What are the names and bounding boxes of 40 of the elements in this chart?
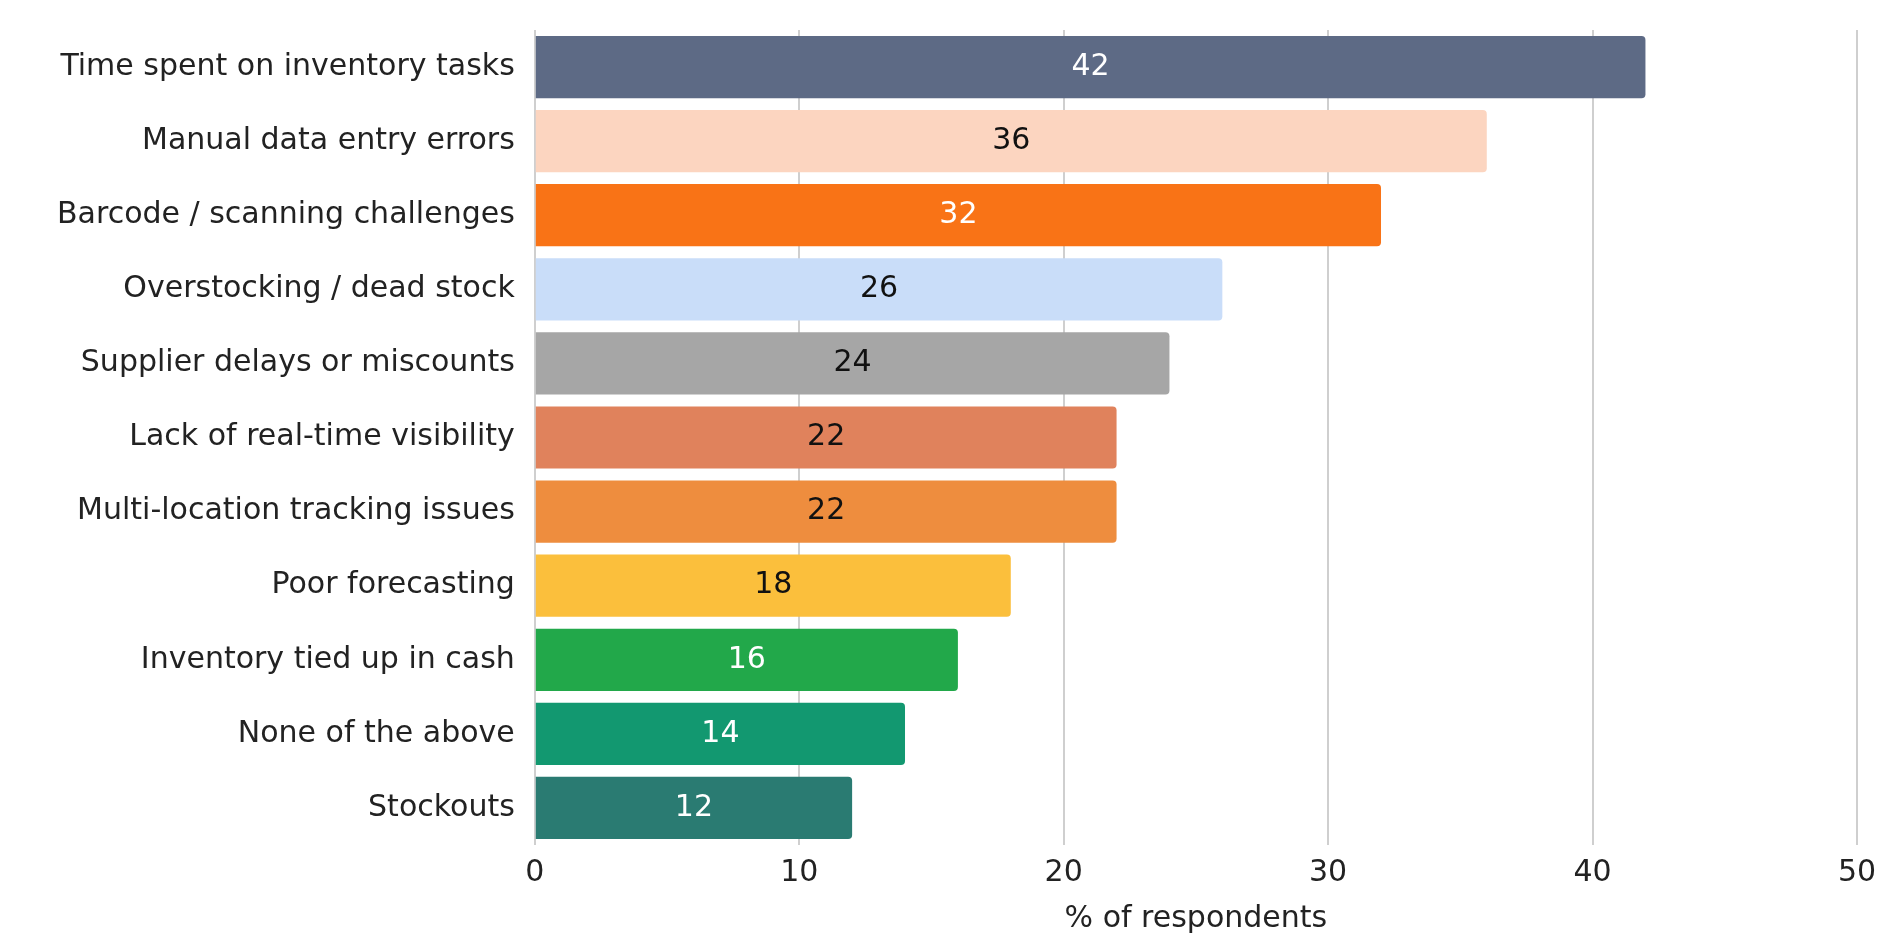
y-tick-label: Inventory tied up in cash: [140, 639, 515, 675]
y-tick-label: Barcode / scanning challenges: [57, 195, 515, 231]
y-tick-label: Manual data entry errors: [142, 120, 515, 156]
y-tick-label: Supplier delays or miscounts: [80, 343, 515, 379]
bar: [535, 628, 958, 691]
x-tick-label: 0: [525, 852, 545, 888]
y-tick-label: Lack of real-time visibility: [129, 417, 515, 453]
bar: [535, 184, 1382, 247]
bar: [535, 406, 1117, 469]
y-tick-label: Multi-location tracking issues: [77, 491, 515, 527]
bar: [535, 35, 1646, 99]
x-tick-label: 30: [1309, 852, 1348, 888]
data-label: 14: [701, 713, 740, 749]
x-tick-label: 40: [1573, 852, 1612, 888]
y-tick-label: None of the above: [237, 713, 515, 749]
data-label: 18: [754, 565, 793, 601]
x-tick-label: 20: [1044, 852, 1083, 888]
data-label: 16: [727, 639, 766, 675]
data-label: 22: [807, 491, 846, 527]
y-tick-label: Stockouts: [368, 787, 515, 823]
data-label: 12: [674, 787, 714, 823]
bar: [535, 110, 1487, 173]
data-label: 36: [992, 120, 1031, 156]
data-label: 32: [939, 195, 978, 231]
data-label: 22: [807, 417, 846, 453]
bar: [535, 332, 1170, 395]
bar: [535, 776, 853, 840]
data-label: 42: [1071, 46, 1110, 82]
y-tick-label: Overstocking / dead stock: [123, 269, 516, 305]
x-tick-label: 50: [1837, 852, 1877, 888]
bar: [535, 480, 1117, 543]
bar: [535, 554, 1011, 617]
y-tick-label: Time spent on inventory tasks: [59, 46, 515, 82]
bar: [535, 258, 1223, 321]
y-tick-label: Poor forecasting: [271, 565, 515, 601]
x-axis-title: % of respondents: [1064, 898, 1328, 934]
x-tick-label: 10: [780, 852, 819, 888]
data-label: 24: [833, 343, 872, 379]
bar: [535, 702, 906, 765]
data-label: 26: [859, 269, 899, 305]
